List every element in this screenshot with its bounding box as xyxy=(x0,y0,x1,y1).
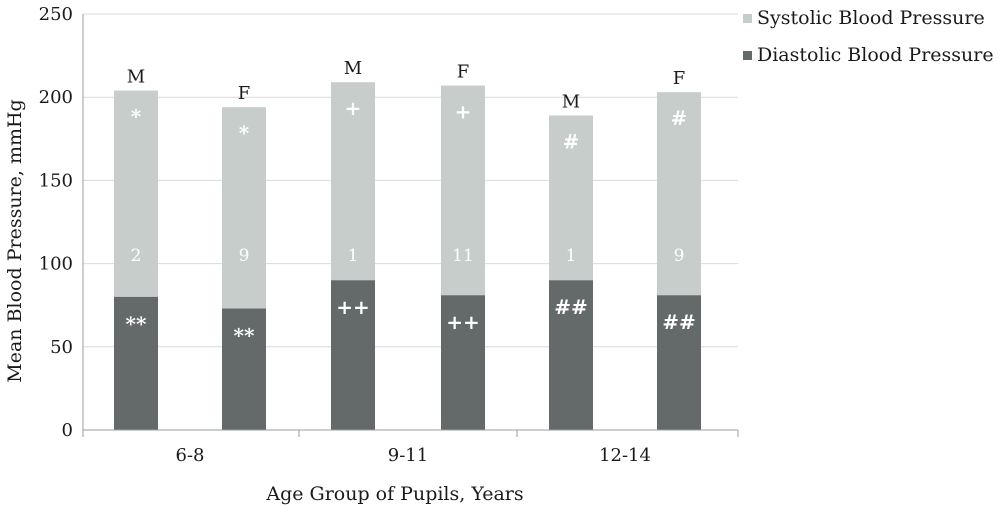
bar-diastolic-mark: ## xyxy=(662,310,696,334)
bar-diastolic-segment xyxy=(222,308,266,430)
bar-sex-label: F xyxy=(238,83,251,104)
bars: M * 2 ** F * 9 ** M +1 ++ F +11 ++ M #1 ## F #9 ## xyxy=(114,58,701,430)
bar-diastolic-mark: ** xyxy=(234,324,255,348)
bar-systolic-mark: + xyxy=(345,96,362,120)
bar-diastolic-segment xyxy=(114,296,158,430)
x-tick-label: 9-11 xyxy=(388,445,428,466)
bar-systolic-segment xyxy=(114,90,158,297)
bar-number-label: 9 xyxy=(674,246,685,266)
bar-diastolic-mark: ++ xyxy=(446,310,480,334)
bar-systolic-mark: + xyxy=(455,100,472,124)
bar-number-label: 11 xyxy=(452,246,474,266)
bar-systolic-mark: # xyxy=(671,106,688,130)
bar-systolic-segment xyxy=(549,115,593,281)
bar-number-label: 1 xyxy=(566,246,577,266)
x-tick-label: 12-14 xyxy=(599,445,651,466)
bar-systolic-mark: # xyxy=(563,130,580,154)
bar-sex-label: F xyxy=(457,62,470,83)
bar-systolic-segment xyxy=(331,82,375,281)
legend-label: Diastolic Blood Pressure xyxy=(757,44,994,66)
bar-sex-label: M xyxy=(344,58,362,79)
bar-diastolic-segment xyxy=(549,280,593,430)
x-axis-label: Age Group of Pupils, Years xyxy=(265,483,523,505)
bar-sex-label: F xyxy=(673,68,686,89)
y-tick-label: 150 xyxy=(39,170,73,191)
y-tick-label: 50 xyxy=(50,337,73,358)
bar-systolic-segment xyxy=(657,92,701,296)
bar-diastolic-mark: ** xyxy=(126,312,147,336)
legend-swatch xyxy=(743,14,752,23)
bar-number-label: 1 xyxy=(348,246,359,266)
x-tick-labels: 6-8 9-11 12-14 xyxy=(176,445,651,466)
bar-diastolic-mark: ++ xyxy=(336,295,370,319)
bar-number-label: 2 xyxy=(131,246,142,266)
y-tick-label: 100 xyxy=(39,254,73,275)
y-tick-label: 0 xyxy=(62,420,73,441)
bar-systolic-segment xyxy=(222,107,266,309)
y-axis-label: Mean Blood Pressure, mmHg xyxy=(4,99,26,382)
y-tick-label: 250 xyxy=(39,4,73,25)
bar-systolic-mark: * xyxy=(131,105,142,129)
legend-label: Systolic Blood Pressure xyxy=(757,7,985,29)
bar-sex-label: M xyxy=(562,92,580,113)
y-tick-label: 200 xyxy=(39,87,73,108)
legend-swatch xyxy=(743,51,752,60)
bar-number-label: 9 xyxy=(239,246,250,266)
bar-systolic-segment xyxy=(441,85,485,296)
bar-sex-label: M xyxy=(127,67,145,88)
y-tick-labels: 0 50 100 150 200 250 xyxy=(39,4,73,441)
bar-diastolic-segment xyxy=(657,295,701,430)
bar-diastolic-segment xyxy=(441,295,485,430)
bar-diastolic-mark: ## xyxy=(554,295,588,319)
legend: Systolic Blood Pressure Diastolic Blood P… xyxy=(743,7,994,66)
axes xyxy=(82,14,739,437)
bar-systolic-mark: * xyxy=(239,121,250,145)
bar-diastolic-segment xyxy=(331,280,375,430)
grid-lines xyxy=(83,13,738,348)
x-tick-label: 6-8 xyxy=(176,445,205,466)
